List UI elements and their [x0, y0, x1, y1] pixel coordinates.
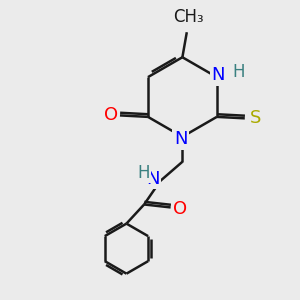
Text: O: O [173, 200, 187, 218]
Text: H: H [137, 164, 149, 182]
Text: O: O [103, 106, 118, 124]
Text: CH₃: CH₃ [173, 8, 204, 26]
Text: H: H [232, 63, 245, 81]
Text: N: N [174, 130, 188, 148]
Text: S: S [249, 109, 261, 127]
Text: N: N [212, 66, 225, 84]
Text: N: N [146, 169, 160, 188]
